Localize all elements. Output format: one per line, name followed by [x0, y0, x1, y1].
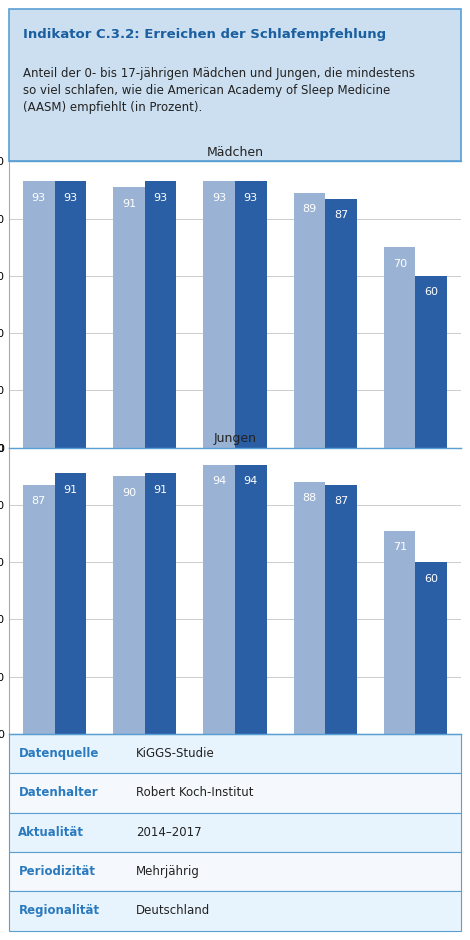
Text: 87: 87: [334, 211, 348, 220]
Text: 94: 94: [243, 477, 258, 486]
Text: 2014–2017: 2014–2017: [136, 825, 201, 838]
Text: 93: 93: [63, 193, 78, 203]
Bar: [113, 187, 145, 447]
Bar: [325, 485, 357, 734]
Bar: [294, 482, 325, 734]
Bar: [384, 247, 415, 447]
Text: Anteil der 0- bis 17-jährigen Mädchen und Jungen, die mindestens
so viel schlafe: Anteil der 0- bis 17-jährigen Mädchen un…: [23, 67, 415, 114]
Text: Deutschland: Deutschland: [136, 904, 210, 917]
Bar: [235, 181, 266, 447]
FancyBboxPatch shape: [9, 774, 461, 812]
Bar: [235, 464, 266, 734]
Text: Indikator C.3.2: Erreichen der Schlafempfehlung: Indikator C.3.2: Erreichen der Schlafemp…: [23, 27, 386, 40]
Text: Robert Koch-Institut: Robert Koch-Institut: [136, 787, 253, 799]
Bar: [415, 562, 447, 734]
FancyBboxPatch shape: [9, 891, 461, 931]
Bar: [23, 485, 55, 734]
Text: 91: 91: [122, 198, 136, 209]
Bar: [415, 276, 447, 447]
Text: 93: 93: [154, 193, 168, 203]
Text: 93: 93: [212, 193, 226, 203]
Text: 87: 87: [334, 496, 348, 507]
Bar: [55, 181, 86, 447]
Text: 91: 91: [63, 485, 78, 494]
FancyBboxPatch shape: [9, 852, 461, 891]
Text: Aktualität: Aktualität: [18, 825, 85, 838]
Text: 88: 88: [302, 494, 317, 504]
Bar: [204, 464, 235, 734]
FancyBboxPatch shape: [9, 812, 461, 852]
Text: Mehrjährig: Mehrjährig: [136, 865, 200, 878]
Text: 93: 93: [244, 193, 258, 203]
Bar: [384, 531, 415, 734]
Text: 90: 90: [122, 488, 136, 497]
Text: Datenquelle: Datenquelle: [18, 747, 99, 760]
Text: KiGGS-Studie: KiGGS-Studie: [136, 747, 214, 760]
Bar: [325, 198, 357, 447]
Text: 93: 93: [31, 193, 46, 203]
Text: Regionalität: Regionalität: [18, 904, 100, 917]
Text: 70: 70: [392, 258, 407, 269]
FancyBboxPatch shape: [9, 734, 461, 774]
Text: 91: 91: [154, 485, 168, 494]
Text: 60: 60: [424, 573, 438, 584]
Text: 71: 71: [392, 542, 407, 552]
Bar: [55, 474, 86, 734]
Text: Periodizität: Periodizität: [18, 865, 95, 878]
Text: Jungen: Jungen: [213, 431, 257, 445]
Text: Mädchen: Mädchen: [206, 146, 264, 159]
Text: Datenhalter: Datenhalter: [18, 787, 98, 799]
Bar: [113, 477, 145, 734]
Text: 87: 87: [31, 496, 46, 507]
Text: 60: 60: [424, 288, 438, 297]
Bar: [204, 181, 235, 447]
Bar: [145, 474, 176, 734]
Text: 94: 94: [212, 477, 227, 486]
Legend: KiGGS-Basiserhebung (2003–2006), KiGGS Welle 2 (2014–2017): KiGGS-Basiserhebung (2003–2006), KiGGS W…: [15, 503, 233, 528]
Text: 89: 89: [302, 204, 317, 214]
Bar: [294, 193, 325, 447]
Bar: [23, 181, 55, 447]
FancyBboxPatch shape: [9, 9, 461, 162]
Bar: [145, 181, 176, 447]
